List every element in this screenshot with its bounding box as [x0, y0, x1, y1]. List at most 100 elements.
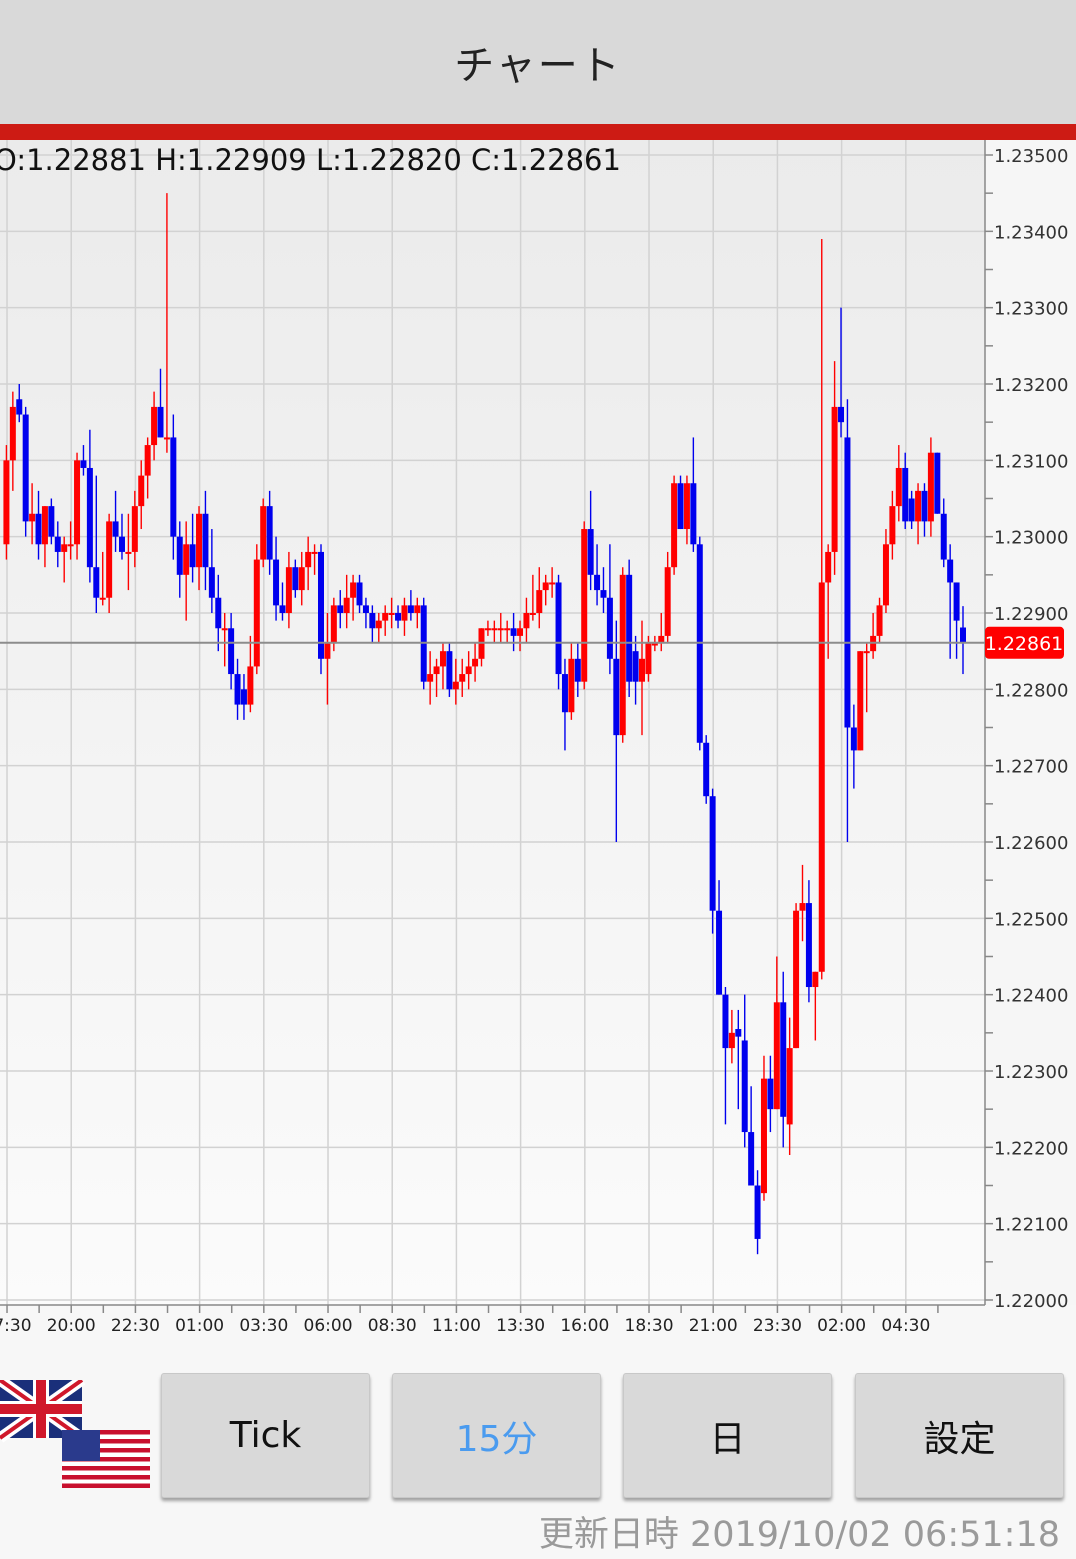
candle-down	[947, 544, 954, 659]
x-tick-label: 13:30	[496, 1316, 545, 1336]
candle-up	[658, 613, 665, 652]
candle-down	[22, 406, 29, 537]
candle-body	[375, 620, 382, 629]
candle-body	[163, 437, 170, 440]
candle-body	[138, 475, 145, 507]
candle-body	[902, 467, 909, 522]
candle-body	[465, 666, 472, 675]
interval-15min-button[interactable]: 15分	[392, 1373, 601, 1498]
tick-button[interactable]: Tick	[161, 1373, 370, 1498]
candle-down	[395, 605, 402, 629]
candle-body	[581, 529, 588, 682]
candle-up	[523, 597, 530, 644]
candle-up	[927, 437, 934, 537]
daily-button[interactable]: 日	[623, 1373, 832, 1498]
candle-body	[947, 559, 954, 583]
candle-body	[144, 445, 151, 476]
candle-down	[407, 590, 414, 621]
candle-body	[215, 597, 222, 629]
candle-body	[812, 971, 819, 988]
candle-down	[574, 643, 581, 697]
candle-up	[29, 483, 36, 545]
candle-down	[690, 437, 697, 552]
candle-up	[298, 551, 305, 606]
candle-body	[619, 574, 626, 736]
candle-body	[414, 605, 421, 613]
candle-body	[786, 1048, 793, 1125]
candle-body	[427, 674, 434, 682]
candle-body	[202, 513, 209, 568]
settings-button[interactable]: 設定	[855, 1373, 1064, 1498]
candle-down	[626, 559, 633, 697]
candle-up	[414, 597, 421, 629]
candle-down	[632, 635, 639, 705]
candle-down	[960, 606, 966, 675]
candle-body	[279, 605, 286, 613]
currency-pair-flags[interactable]	[0, 1380, 152, 1490]
candle-up	[324, 613, 331, 705]
candle-up	[253, 544, 260, 675]
x-tick-label: 02:00	[817, 1316, 866, 1336]
candle-body	[626, 574, 633, 682]
candle-down	[273, 536, 280, 621]
candle-up	[536, 567, 543, 629]
candle-body	[805, 903, 812, 988]
candle-body	[748, 1132, 755, 1186]
candle-down	[228, 613, 235, 690]
candle-up	[427, 651, 434, 705]
candle-body	[337, 605, 344, 613]
candle-up	[671, 475, 678, 575]
candle-up	[472, 643, 479, 682]
candle-down	[767, 1055, 774, 1133]
candle-body	[253, 559, 260, 667]
candle-body	[362, 605, 369, 613]
candle-down	[613, 620, 620, 842]
candlestick-chart[interactable]: 1.23500 1.23400 1.23300 1.23200 1.23100 1.230…	[0, 140, 1076, 1340]
candle-body	[793, 910, 800, 1049]
candle-up	[138, 460, 145, 530]
y-tick-label: 1.22100	[994, 1215, 1068, 1236]
candle-body	[446, 651, 453, 690]
candle-up	[529, 574, 536, 621]
x-tick-label: 06:00	[304, 1316, 353, 1336]
uk-flag-icon	[0, 1380, 86, 1443]
y-tick-label: 1.23500	[994, 146, 1068, 167]
candle-up	[125, 513, 132, 591]
candle-body	[850, 727, 857, 751]
candle-up	[151, 391, 158, 461]
candle-up	[882, 529, 889, 613]
candle-up	[542, 574, 549, 606]
candle-body	[106, 521, 113, 598]
candle-body	[825, 551, 832, 583]
candle-up	[61, 536, 68, 583]
candle-body	[29, 513, 36, 522]
candle-down	[157, 368, 164, 438]
candle-body	[112, 521, 119, 537]
candle-body	[915, 490, 922, 522]
candle-up	[581, 521, 588, 690]
candle-up	[915, 483, 922, 545]
candle-up	[728, 1009, 735, 1064]
candle-body	[401, 605, 408, 621]
candle-body	[735, 1029, 742, 1037]
candle-body	[517, 628, 524, 636]
candle-up	[793, 903, 800, 1049]
candle-body	[41, 506, 48, 545]
candle-up	[144, 437, 151, 499]
candle-body	[151, 406, 158, 446]
x-tick-label: 21:00	[689, 1316, 738, 1336]
candle-up	[786, 1017, 793, 1155]
candle-up	[664, 551, 671, 644]
candle-down	[112, 490, 119, 552]
candle-up	[106, 513, 113, 613]
candle-down	[318, 544, 324, 675]
candle-body	[131, 506, 138, 552]
candle-body	[555, 582, 562, 675]
candle-body	[671, 483, 678, 568]
candle-body	[157, 406, 164, 438]
candle-body	[780, 1002, 787, 1117]
candle-body	[587, 529, 594, 575]
candle-body	[491, 628, 498, 631]
candle-down	[902, 452, 909, 530]
y-tick-label: 1.22300	[994, 1062, 1068, 1083]
